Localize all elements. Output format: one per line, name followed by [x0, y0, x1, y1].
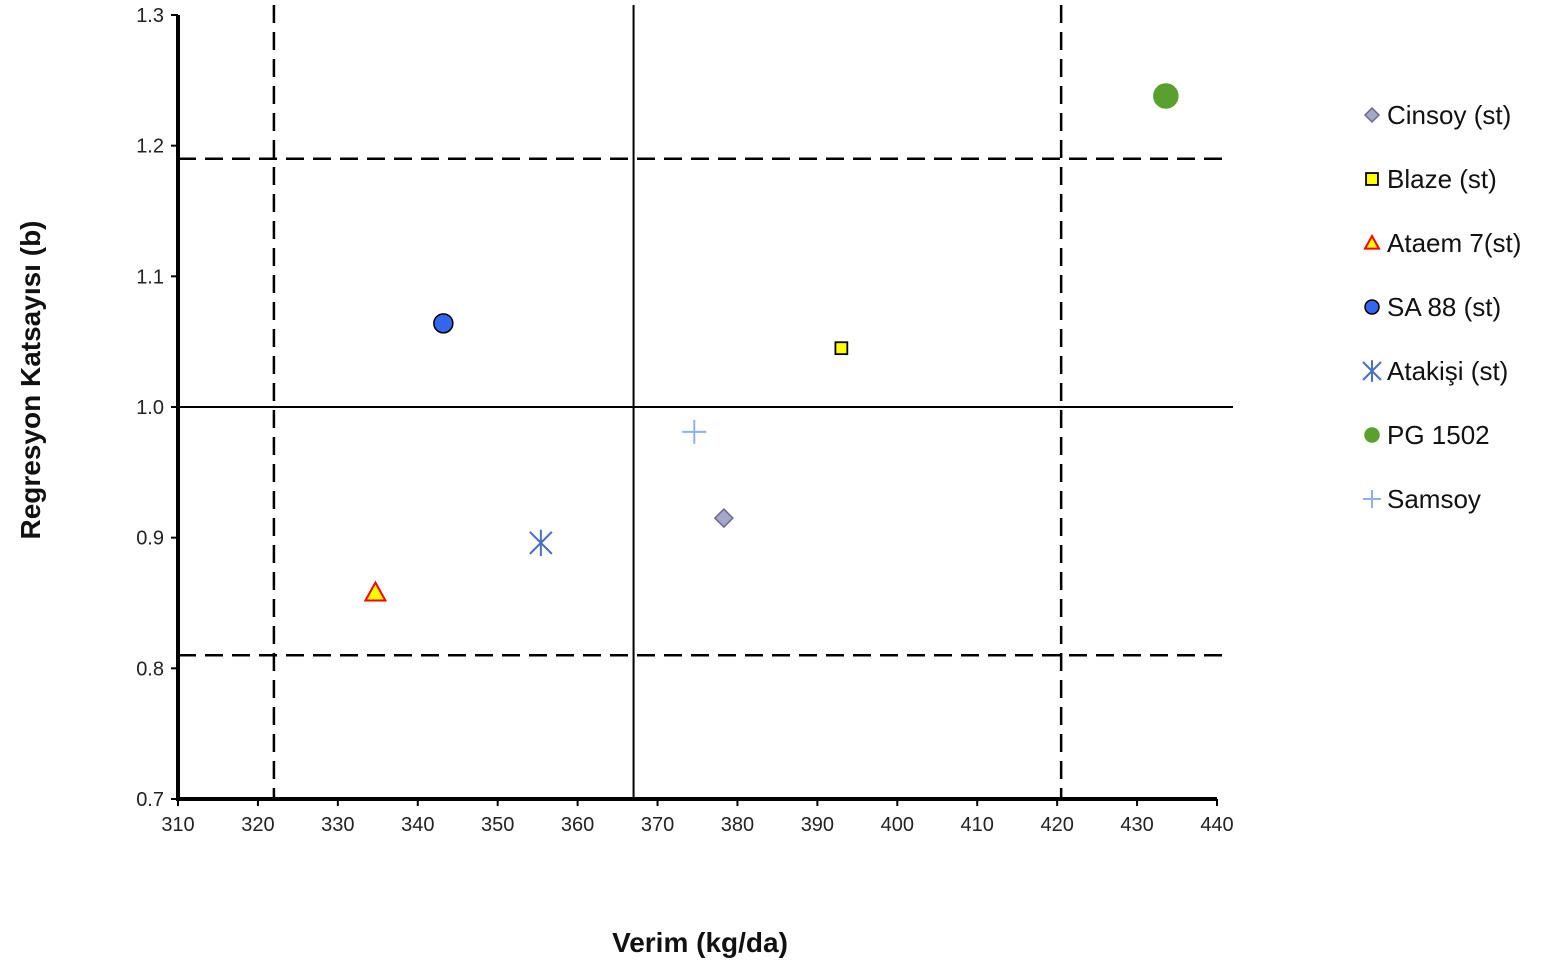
legend-label: Cinsoy (st) [1387, 100, 1511, 130]
legend-marker [1362, 360, 1382, 382]
legend-marker [1365, 172, 1379, 186]
x-axis-title: Verim (kg/da) [612, 927, 788, 958]
y-tick-label: 1.2 [136, 136, 164, 158]
legend-marker [1363, 233, 1381, 250]
x-tick-label: 320 [241, 814, 274, 836]
x-tick-label: 360 [561, 814, 594, 836]
x-tick-label: 380 [721, 814, 754, 836]
x-tick-label: 420 [1040, 814, 1073, 836]
data-point [834, 341, 849, 356]
data-point [433, 313, 454, 334]
x-tick-label: 310 [161, 814, 194, 836]
x-tick-label: 430 [1120, 814, 1153, 836]
y-tick-label: 0.7 [136, 789, 164, 811]
legend-label: Blaze (st) [1387, 164, 1497, 194]
legend-label: PG 1502 [1387, 420, 1490, 450]
x-tick-label: 350 [481, 814, 514, 836]
y-axis-title: Regresyon Katsayısı (b) [15, 221, 46, 540]
y-tick-label: 0.9 [136, 528, 164, 550]
x-tick-label: 400 [881, 814, 914, 836]
data-point [682, 419, 707, 444]
x-tick-label: 440 [1200, 814, 1233, 836]
x-tick-label: 410 [961, 814, 994, 836]
data-point [363, 580, 388, 602]
legend-marker [1363, 490, 1381, 508]
x-tick-label: 330 [321, 814, 354, 836]
legend-marker [1364, 299, 1380, 315]
y-tick-label: 1.1 [136, 266, 164, 288]
legend-label: SA 88 (st) [1387, 292, 1501, 322]
data-points [363, 83, 1179, 602]
y-axis-ticks: 0.7 0.8 0.9 1.0 1.1 1.2 1.3 [136, 5, 178, 811]
x-tick-label: 340 [401, 814, 434, 836]
y-tick-label: 1.0 [136, 397, 164, 419]
reference-lines [178, 5, 1233, 799]
y-tick-label: 1.3 [136, 5, 164, 27]
x-axis-ticks: 310 320 330 340 350 360 370 380 390 400 410 420 430 4… [161, 799, 1234, 836]
x-tick-label: 370 [641, 814, 674, 836]
legend-marker [1363, 106, 1381, 124]
legend-label: Ataem 7(st) [1387, 228, 1521, 258]
y-tick-label: 0.8 [136, 658, 164, 680]
legend: Cinsoy (st) Blaze (st) Ataem 7(st) SA 88 (s… [1362, 100, 1521, 514]
data-point [1153, 83, 1179, 109]
legend-label: Samsoy [1387, 484, 1481, 514]
data-point [529, 529, 553, 557]
legend-label: Atakişi (st) [1387, 356, 1508, 386]
data-point [713, 508, 734, 529]
legend-marker [1364, 427, 1380, 443]
x-tick-label: 390 [801, 814, 834, 836]
